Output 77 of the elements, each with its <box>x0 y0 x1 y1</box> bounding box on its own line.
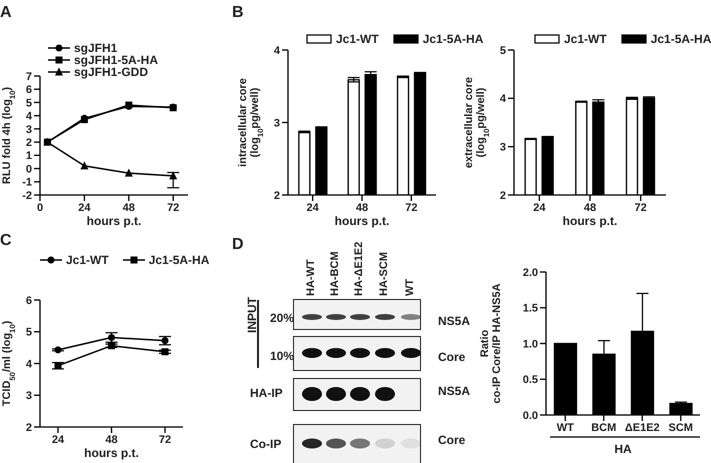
x-axis-title: hours p.t. <box>86 214 142 228</box>
x-axis-title: hours p.t. <box>562 214 618 228</box>
x-tick-label: 24 <box>78 202 92 214</box>
y-tick-label: 5 <box>26 326 32 339</box>
x-tick-label: 48 <box>122 202 135 214</box>
y-tick-label: 6 <box>26 84 32 96</box>
text: NS5A <box>438 384 470 398</box>
x-tick-label: 0 <box>36 202 44 214</box>
y-tick-label: 1.5 <box>522 302 538 315</box>
y-tick-label: 2.0 <box>522 266 538 279</box>
x-tick-label: 72 <box>634 202 647 214</box>
y-tick-label: 2 <box>274 190 280 202</box>
x-tick-label: 24 <box>52 434 65 446</box>
text: NS5A <box>438 314 470 328</box>
text: Co-IP <box>250 437 282 451</box>
y-tick-label: -1 <box>22 176 32 189</box>
category-label: HA-ΔE1E2 <box>353 242 365 296</box>
x-tick-label: 48 <box>105 434 118 446</box>
y-tick-label: 5 <box>26 97 32 110</box>
y-tick-label: 3 <box>274 117 280 130</box>
x-tick-label: 24 <box>533 202 546 214</box>
legend-label: sgJFH1-GDD <box>74 65 148 79</box>
category-label: HA-SCM <box>378 252 390 296</box>
x-axis-title: hours p.t. <box>84 446 139 460</box>
x-tick-label: 72 <box>405 202 418 214</box>
x-tick-label: 48 <box>356 202 368 214</box>
y-tick-label: 1 <box>26 150 32 162</box>
y-tick-label: 3 <box>500 142 506 154</box>
y-tick-label: 5 <box>500 44 506 57</box>
category-label: WT <box>404 278 416 296</box>
y-tick-label: 2 <box>26 137 32 150</box>
legend-label: Jc1-5A-HA <box>422 32 484 46</box>
y-tick-label: 2 <box>500 190 506 202</box>
y-tick-label: 4 <box>500 93 507 106</box>
y-tick-label: 1.0 <box>522 338 538 350</box>
x-tick-label: BCM <box>591 422 616 434</box>
legend-label: sgJFH1 <box>74 41 118 55</box>
x-tick-label: 24 <box>306 202 320 214</box>
y-tick-label: 7 <box>26 70 32 83</box>
y-tick-label: 4 <box>274 44 281 57</box>
legend-label: Jc1-WT <box>336 32 379 46</box>
y-tick-label: 0.5 <box>522 374 538 386</box>
y-tick-label: 0 <box>26 163 32 176</box>
chart-title: B <box>232 4 244 22</box>
x-tick-label: ΔE1E2 <box>624 422 660 434</box>
text: 10% <box>270 349 294 363</box>
text: Core <box>438 433 466 447</box>
y-tick-label: 2 <box>26 422 32 434</box>
y-tick-label: 4 <box>26 358 33 370</box>
y-tick-label: 0.0 <box>522 410 538 422</box>
text: INPUT <box>245 297 259 333</box>
x-tick-label: SCM <box>668 422 693 434</box>
legend-label: Jc1-5A-HA <box>148 253 210 267</box>
text: HA-IP <box>250 386 283 400</box>
x-axis-title: hours p.t. <box>334 214 390 228</box>
x-tick-label: 48 <box>584 202 596 214</box>
x-axis-title: HA <box>614 442 632 456</box>
legend-label: Jc1-WT <box>66 253 109 267</box>
y-tick-label: -2 <box>22 190 32 202</box>
chart-title: A <box>0 4 12 22</box>
y-axis-title: Ratio co-IP Core/IP HA-NS5A <box>479 283 503 404</box>
category-label: HA-BCM <box>329 251 341 296</box>
y-tick-label: 3 <box>26 390 32 402</box>
x-tick-label: 72 <box>167 202 180 214</box>
text: 20% <box>270 311 294 325</box>
legend-label: Jc1-5A-HA <box>650 32 711 46</box>
chart-title: C <box>0 232 12 250</box>
legend-label: sgJFH1-5A-HA <box>74 53 158 67</box>
text: D <box>232 236 244 254</box>
category-label: HA-WT <box>305 259 317 296</box>
y-tick-label: 6 <box>26 294 32 307</box>
x-tick-label: 72 <box>158 434 172 446</box>
text: Core <box>438 350 466 364</box>
y-tick-label: 3 <box>26 124 32 136</box>
x-tick-label: WT <box>556 422 574 434</box>
y-tick-label: 4 <box>26 110 33 123</box>
legend-label: Jc1-WT <box>564 32 607 46</box>
